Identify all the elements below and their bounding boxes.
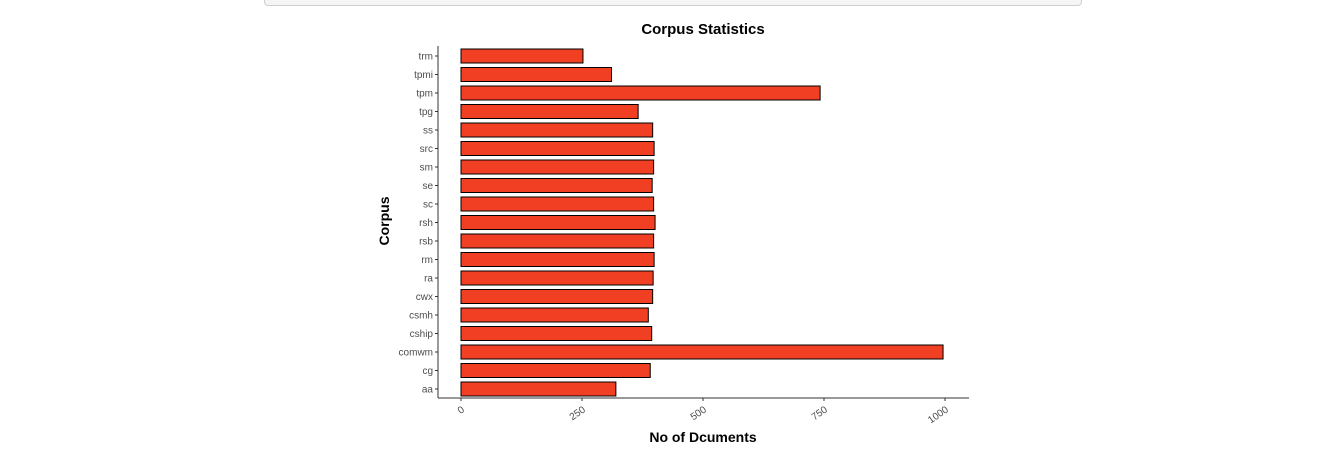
bar-sm — [460, 159, 655, 175]
y-tick-label-rm: rm — [421, 255, 433, 266]
y-tick-label-tpm: tpm — [416, 89, 433, 100]
y-tick-label-rsb: rsb — [419, 237, 433, 248]
bar-comwm — [460, 344, 944, 360]
y-tick-label-comwm: comwm — [399, 348, 433, 359]
bar-src — [460, 141, 655, 156]
bar-rm — [460, 252, 655, 267]
bar-tpmi — [460, 67, 613, 82]
y-tick-label-tpg: tpg — [419, 107, 433, 118]
x-tick-label-750: 750 — [810, 404, 830, 423]
bar-aa — [460, 381, 617, 397]
y-tick-label-cg: cg — [422, 366, 433, 377]
panel-top-border — [264, 0, 1082, 6]
y-tick-label-cship: cship — [410, 329, 434, 340]
y-axis-title: Corpus — [376, 196, 392, 245]
bar-csmh — [460, 307, 649, 323]
x-tick-label-250: 250 — [568, 404, 588, 423]
y-tick-label-src: src — [420, 144, 433, 155]
bar-cship — [460, 326, 653, 341]
y-tick-label-tpmi: tpmi — [414, 70, 433, 81]
x-tick-label-1000: 1000 — [926, 404, 951, 426]
bar-tpg — [460, 104, 639, 119]
bar-rsh — [460, 215, 656, 230]
bar-tpm — [460, 85, 821, 101]
x-axis-ticks: 0 250 500 750 1000 — [456, 398, 951, 426]
bar-rsb — [460, 233, 655, 249]
bar-cwx — [460, 289, 654, 304]
bar-se — [460, 178, 653, 193]
bar-sc — [460, 196, 655, 212]
x-tick-label-500: 500 — [689, 404, 709, 423]
y-tick-label-csmh: csmh — [409, 311, 433, 322]
y-tick-label-sc: sc — [423, 200, 433, 211]
chart-title: Corpus Statistics — [641, 21, 764, 38]
y-tick-label-trm: trm — [419, 52, 433, 63]
y-tick-label-ss: ss — [423, 126, 433, 137]
y-tick-label-se: se — [422, 181, 433, 192]
bar-ra — [460, 270, 654, 286]
y-tick-label-sm: sm — [420, 163, 433, 174]
y-tick-label-ra: ra — [424, 274, 433, 285]
y-tick-label-rsh: rsh — [419, 218, 433, 229]
bar-trm — [460, 48, 584, 64]
bar-cg — [460, 363, 651, 378]
bar-ss — [460, 122, 654, 138]
y-tick-label-aa: aa — [422, 385, 434, 396]
x-axis-title: No of Dcuments — [649, 429, 757, 445]
x-tick-label-0: 0 — [456, 404, 467, 416]
y-axis-ticks: trm tpmi tpm tpg ss src sm se sc rsh rsb rm ra cwx csm… — [399, 52, 438, 396]
bars-group — [460, 48, 944, 397]
y-tick-label-cwx: cwx — [416, 292, 433, 303]
